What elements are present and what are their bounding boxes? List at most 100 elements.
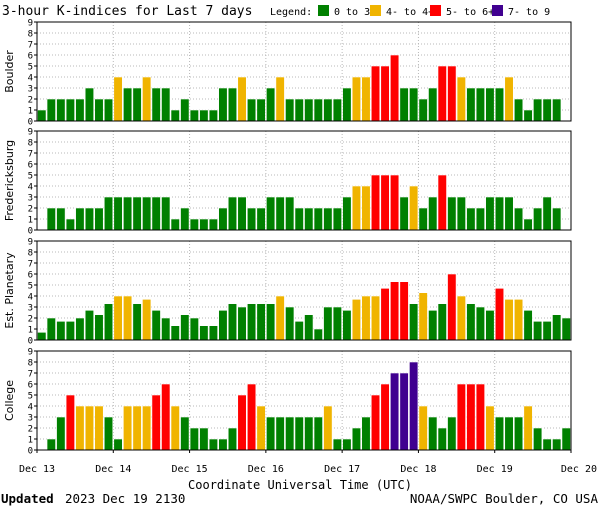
bar xyxy=(123,405,133,451)
bar xyxy=(399,372,409,451)
bar xyxy=(447,196,457,231)
legend-swatch xyxy=(492,5,503,16)
bar xyxy=(332,207,342,231)
bar xyxy=(84,87,95,122)
bar xyxy=(428,416,438,451)
bar xyxy=(370,65,381,122)
bar xyxy=(342,87,352,122)
y-tick-label: 5 xyxy=(28,172,33,182)
bar xyxy=(428,87,438,122)
panel-label: Est. Planetary xyxy=(3,252,16,329)
legend: Legend: 0 to 3+ 4- to 4+ 5- to 6+ 7- to 9 xyxy=(270,5,550,18)
bar xyxy=(199,109,209,122)
y-tick-label: 2 xyxy=(28,205,33,215)
updated-value: 2023 Dec 19 2130 xyxy=(65,491,185,506)
y-tick-label: 5 xyxy=(28,282,33,292)
bar xyxy=(123,87,133,122)
bar xyxy=(294,320,304,341)
bar xyxy=(390,54,400,122)
bar xyxy=(504,416,514,451)
panel-label: Fredericksburg xyxy=(3,140,16,221)
panels: 0123456789Boulder0123456789Fredericksbur… xyxy=(3,19,572,457)
legend-swatch xyxy=(430,5,441,16)
bar xyxy=(494,416,505,451)
bar xyxy=(361,185,371,231)
bar xyxy=(227,303,238,341)
bar xyxy=(113,76,123,122)
bar xyxy=(161,317,171,341)
bar xyxy=(218,438,228,451)
x-axis-ticks: Dec 13 Dec 14 Dec 15 Dec 16 Dec 17 Dec 18 Dec … xyxy=(19,450,597,475)
y-tick-label: 9 xyxy=(28,348,33,358)
bar xyxy=(180,98,190,122)
bar xyxy=(466,87,476,122)
bar xyxy=(275,416,285,451)
bar xyxy=(361,295,371,341)
bar xyxy=(151,309,161,341)
panel-label: College xyxy=(3,380,16,421)
y-tick-label: 5 xyxy=(28,392,33,402)
y-tick-label: 8 xyxy=(28,139,33,149)
bar xyxy=(294,98,304,122)
bar xyxy=(304,207,314,231)
bar xyxy=(533,427,543,451)
bar xyxy=(246,303,257,341)
bar xyxy=(409,185,419,231)
y-tick-label: 9 xyxy=(28,128,33,138)
bar xyxy=(485,405,495,451)
bar xyxy=(513,207,524,231)
bar xyxy=(227,196,238,231)
y-tick-label: 7 xyxy=(28,150,33,160)
bar xyxy=(428,196,438,231)
bar xyxy=(142,405,152,451)
bar xyxy=(380,383,390,451)
y-tick-label: 7 xyxy=(28,370,33,380)
bar xyxy=(485,196,495,231)
bar xyxy=(237,394,247,451)
y-tick-label: 0 xyxy=(28,447,33,457)
bar xyxy=(180,207,190,231)
bar xyxy=(75,98,85,122)
y-tick-label: 0 xyxy=(28,118,33,128)
bar xyxy=(351,185,362,231)
y-tick-label: 6 xyxy=(28,52,33,62)
bar xyxy=(466,303,476,341)
bar xyxy=(332,438,342,451)
x-axis-title: Coordinate Universal Time (UTC) xyxy=(188,478,412,492)
bar xyxy=(151,196,161,231)
y-tick-label: 8 xyxy=(28,30,33,40)
x-tick-label: Dec 14 xyxy=(95,464,131,475)
bar xyxy=(466,383,476,451)
bar xyxy=(332,98,342,122)
bar xyxy=(75,207,85,231)
bar xyxy=(380,174,390,231)
bar xyxy=(94,98,104,122)
legend-entry: 5- to 6+ xyxy=(446,7,494,18)
legend-entry: 0 to 3+ xyxy=(334,7,376,18)
bar xyxy=(437,65,447,122)
bar xyxy=(390,174,400,231)
bar xyxy=(218,87,228,122)
bar xyxy=(189,317,199,341)
bar xyxy=(304,416,314,451)
bar xyxy=(103,303,114,341)
credit-text: NOAA/SWPC Boulder, CO USA xyxy=(410,491,599,506)
y-tick-label: 5 xyxy=(28,63,33,73)
y-tick-label: 1 xyxy=(28,436,33,446)
bar xyxy=(285,98,295,122)
bar xyxy=(199,218,209,231)
x-tick-label: Dec 15 xyxy=(172,464,208,475)
bar xyxy=(399,196,409,231)
bar xyxy=(123,196,133,231)
bar xyxy=(170,109,180,122)
bar xyxy=(533,98,543,122)
x-tick-label: Dec 19 xyxy=(477,464,513,475)
bar xyxy=(199,427,209,451)
bar xyxy=(103,196,114,231)
bar xyxy=(409,303,419,341)
bar xyxy=(237,306,247,341)
bar xyxy=(542,438,552,451)
